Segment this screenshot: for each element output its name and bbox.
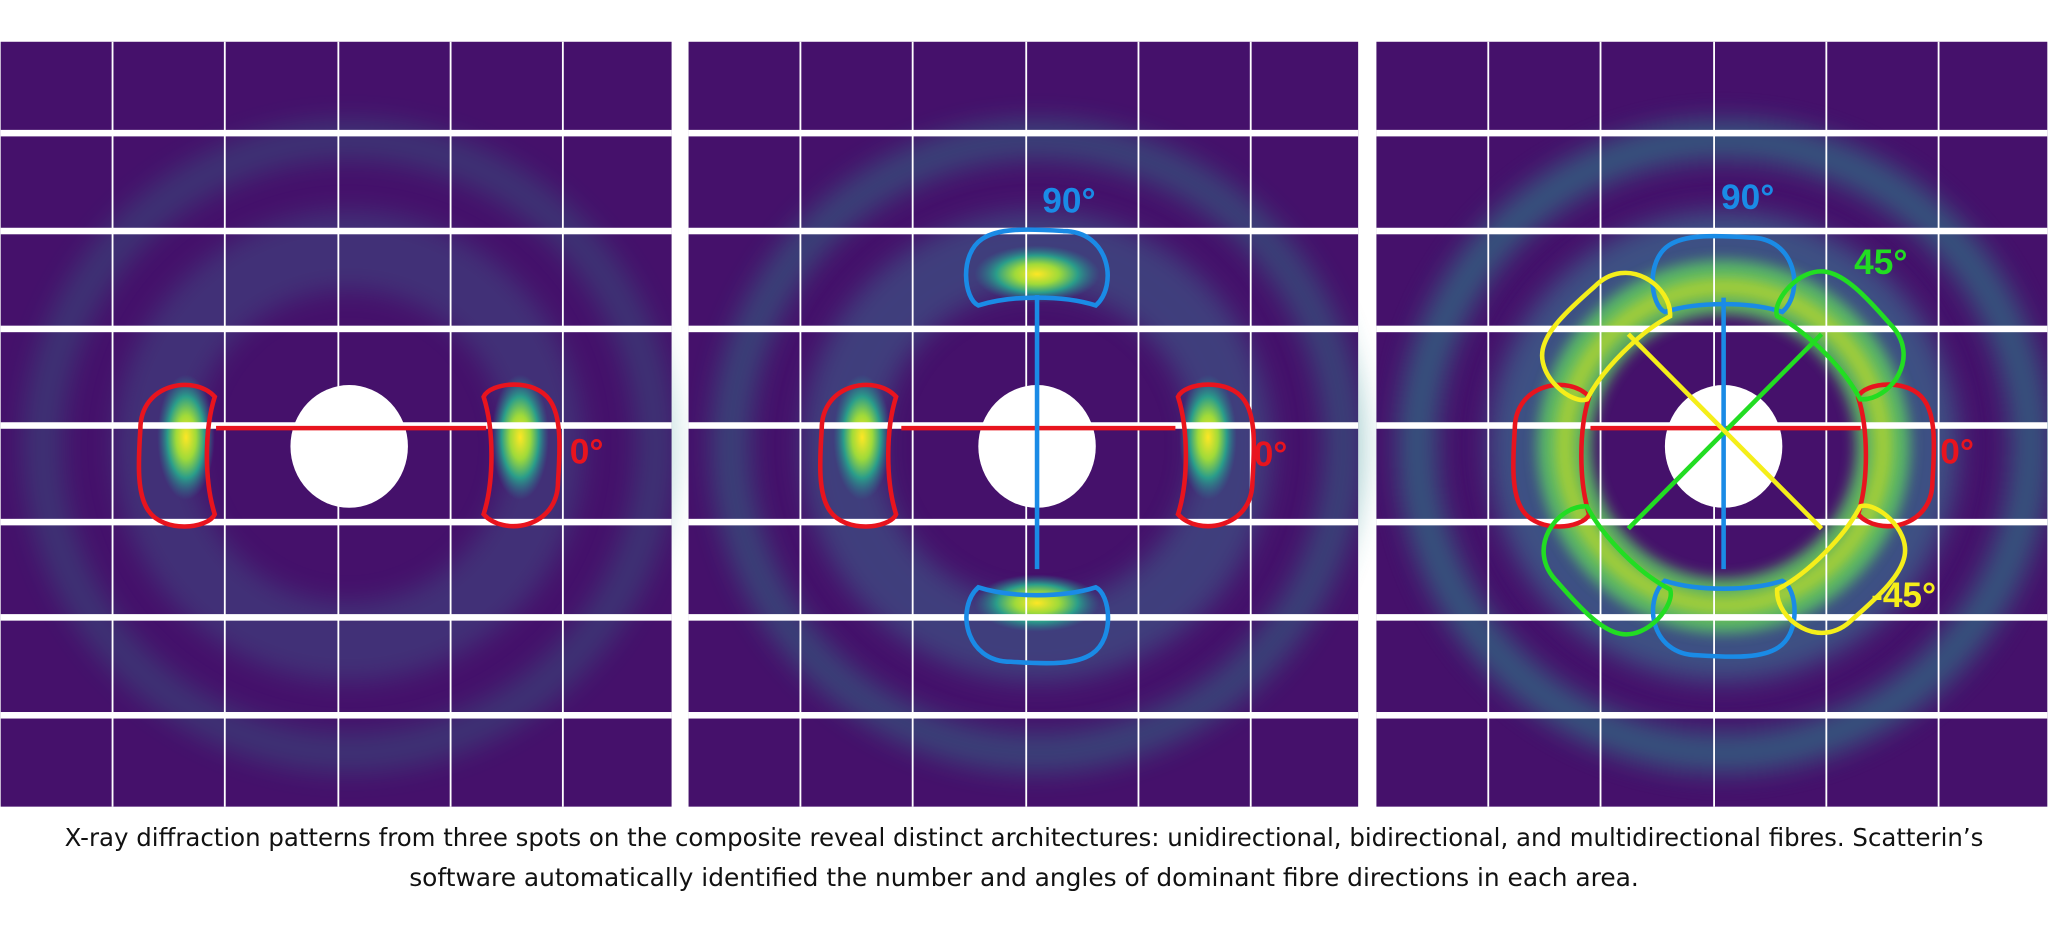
detector-gap: [1713, 41, 1715, 807]
direction-outline: [963, 227, 1110, 308]
diffraction-ring: [22, 120, 676, 773]
detector-gap: [688, 712, 1359, 719]
detector-gap: [1825, 41, 1828, 807]
angle-label: 90°: [1042, 182, 1095, 221]
direction-outline: [1175, 382, 1257, 529]
diffraction-spot: [157, 374, 215, 500]
direction-outline: [1539, 270, 1673, 403]
diffraction-spot: [974, 245, 1100, 303]
diffraction-spot: [974, 574, 1100, 632]
diffraction-panel: 0°: [0, 41, 676, 807]
detector-gap: [688, 614, 1359, 621]
angle-label: -45°: [1871, 576, 1936, 615]
direction-outline: [1774, 269, 1906, 402]
detector-gap: [0, 227, 672, 235]
detector-gap: [337, 41, 340, 807]
caption-line: software automatically identified the nu…: [409, 863, 1639, 892]
detector-gap: [1937, 41, 1940, 807]
detector-gap: [111, 41, 114, 807]
detector-gap: [223, 41, 226, 807]
fibre-direction-line: [1626, 332, 1824, 531]
detector-gap: [688, 518, 1359, 526]
direction-outline: [1511, 382, 1592, 529]
diffraction-ring: [710, 120, 1364, 773]
direction-outline: [964, 584, 1111, 666]
detector-gap: [449, 41, 452, 807]
direction-outline: [1650, 233, 1797, 315]
detector-gap: [1376, 614, 2048, 621]
detector-gap: [0, 518, 672, 526]
detector-gap: [1376, 518, 2048, 526]
detector-gap: [688, 325, 1359, 333]
detector-gap: [688, 422, 1359, 429]
direction-outline: [481, 382, 562, 529]
detector-gap: [1376, 129, 2048, 137]
detector-gap: [1376, 227, 2048, 235]
caption-line: X-ray diffraction patterns from three sp…: [65, 823, 1984, 852]
direction-outline: [1774, 503, 1908, 635]
detector-gap: [0, 614, 672, 621]
direction-outline: [1541, 504, 1674, 637]
beam-stop: [290, 385, 408, 508]
detector-gap: [1376, 712, 2048, 719]
detector-gap: [1599, 41, 1602, 807]
detector-gap: [1376, 325, 2048, 333]
direction-outline: [136, 382, 218, 529]
detector-gap: [911, 41, 914, 807]
diffraction-spot: [1179, 374, 1237, 500]
angle-label: 45°: [1854, 243, 1907, 282]
detector-gap: [561, 41, 564, 807]
angle-label: 0°: [1940, 432, 1974, 471]
diffraction-panel: 90° 0°: [688, 41, 1364, 807]
detector-gap: [1025, 41, 1028, 807]
detector-gap: [0, 712, 672, 719]
detector-gap: [1487, 41, 1490, 807]
detector-gap: [799, 41, 802, 807]
diffraction-ring: [1555, 278, 1892, 615]
angle-label: 90°: [1721, 178, 1774, 217]
diffraction-ring: [1488, 211, 1959, 682]
diffraction-panel: 90° 45° 0° -45°: [1376, 41, 2048, 807]
detector-gap: [1137, 41, 1140, 807]
direction-outline: [817, 382, 899, 529]
angle-label: 0°: [570, 432, 604, 471]
detector-gap: [0, 422, 672, 429]
detector-gap: [0, 325, 672, 333]
detector-gap: [0, 129, 672, 137]
angle-label: 0°: [1254, 435, 1288, 474]
diffraction-ring: [1397, 120, 2048, 773]
diffraction-spot: [833, 374, 891, 500]
detector-gap: [1376, 422, 2048, 429]
diffraction-spot: [491, 374, 549, 500]
direction-outline: [1855, 382, 1937, 529]
detector-gap: [688, 129, 1359, 137]
direction-outline: [1650, 578, 1797, 659]
